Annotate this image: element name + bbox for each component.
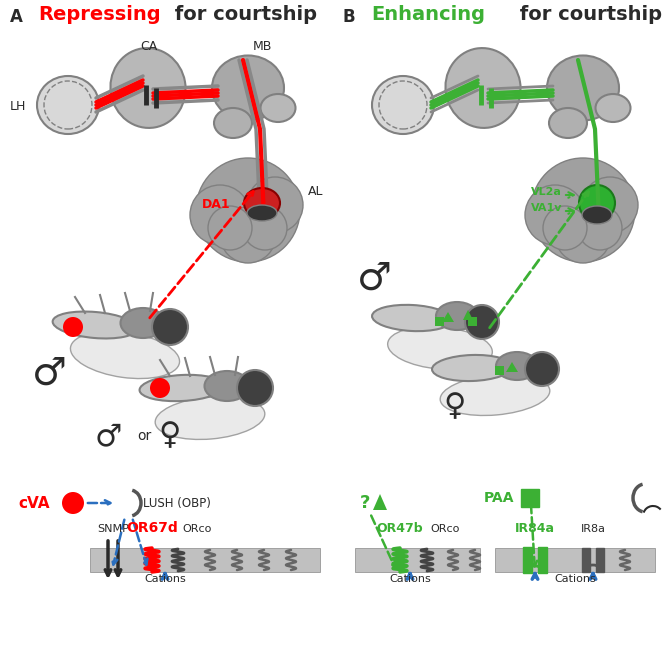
Text: OR47b: OR47b: [377, 522, 423, 535]
Bar: [435, 317, 444, 326]
Bar: [596, 548, 604, 572]
Text: PAA: PAA: [484, 491, 514, 505]
Text: cVA: cVA: [18, 495, 50, 511]
Ellipse shape: [37, 76, 99, 134]
Ellipse shape: [547, 56, 619, 121]
Circle shape: [525, 352, 559, 386]
Text: SNMP: SNMP: [97, 524, 129, 534]
Ellipse shape: [53, 312, 137, 339]
Text: OR67d: OR67d: [126, 521, 178, 535]
Circle shape: [62, 492, 84, 514]
Circle shape: [582, 177, 638, 233]
Ellipse shape: [549, 108, 587, 138]
Circle shape: [578, 206, 622, 250]
Circle shape: [525, 185, 585, 245]
Text: Cations: Cations: [389, 574, 431, 584]
Ellipse shape: [155, 397, 265, 439]
Bar: [582, 548, 590, 572]
Circle shape: [247, 177, 303, 233]
Bar: [468, 317, 477, 326]
Ellipse shape: [212, 56, 284, 121]
Text: DA1: DA1: [202, 198, 230, 211]
Ellipse shape: [204, 371, 249, 401]
Circle shape: [465, 305, 499, 339]
Text: MB: MB: [253, 40, 273, 53]
Text: or: or: [137, 429, 151, 443]
Text: B: B: [343, 8, 356, 26]
Text: Repressing: Repressing: [38, 5, 161, 24]
Text: ?: ?: [360, 494, 371, 512]
Circle shape: [196, 158, 300, 262]
Circle shape: [243, 206, 287, 250]
Circle shape: [555, 207, 611, 263]
Text: ♀: ♀: [158, 421, 180, 450]
Circle shape: [208, 206, 252, 250]
Polygon shape: [506, 362, 518, 372]
Ellipse shape: [596, 94, 630, 122]
Ellipse shape: [496, 352, 538, 380]
Ellipse shape: [582, 206, 612, 224]
Polygon shape: [373, 494, 387, 510]
Ellipse shape: [579, 185, 615, 221]
Bar: [355, 548, 480, 572]
Text: ♂: ♂: [95, 422, 123, 451]
Ellipse shape: [432, 355, 512, 381]
Circle shape: [543, 206, 587, 250]
Circle shape: [150, 378, 170, 398]
Ellipse shape: [247, 205, 277, 221]
Text: ♂: ♂: [357, 260, 392, 298]
Bar: [538, 547, 547, 573]
Ellipse shape: [121, 308, 165, 338]
Text: ♂: ♂: [32, 355, 67, 393]
Text: LUSH (OBP): LUSH (OBP): [143, 496, 211, 509]
Text: for courtship: for courtship: [513, 5, 662, 24]
Polygon shape: [442, 312, 454, 322]
Bar: [521, 489, 539, 507]
Ellipse shape: [111, 48, 186, 128]
Text: ♀: ♀: [443, 392, 466, 421]
Ellipse shape: [244, 188, 280, 218]
Circle shape: [220, 207, 276, 263]
Circle shape: [237, 370, 273, 406]
Ellipse shape: [388, 326, 492, 369]
Circle shape: [63, 317, 83, 337]
Text: ORco: ORco: [430, 524, 460, 534]
Bar: [90, 548, 320, 572]
Text: Cations: Cations: [554, 574, 596, 584]
Ellipse shape: [436, 302, 478, 330]
Bar: [523, 547, 532, 573]
Ellipse shape: [372, 305, 452, 331]
Text: ORco: ORco: [182, 524, 211, 534]
Text: AL: AL: [308, 185, 324, 198]
Circle shape: [531, 158, 635, 262]
Polygon shape: [463, 310, 473, 320]
Text: Cations: Cations: [144, 574, 186, 584]
Text: Enhancing: Enhancing: [371, 5, 485, 24]
Text: IR84a: IR84a: [515, 522, 555, 535]
Text: LH: LH: [9, 100, 26, 113]
Ellipse shape: [440, 374, 550, 415]
Ellipse shape: [446, 48, 521, 128]
Ellipse shape: [214, 108, 252, 138]
Circle shape: [152, 309, 188, 345]
Text: CA: CA: [140, 40, 157, 53]
Text: VL2a: VL2a: [531, 187, 562, 197]
Text: VA1v: VA1v: [531, 203, 562, 213]
Text: for courtship: for courtship: [168, 5, 317, 24]
Ellipse shape: [372, 76, 434, 134]
Circle shape: [190, 185, 250, 245]
Ellipse shape: [70, 332, 180, 378]
Ellipse shape: [261, 94, 295, 122]
Text: A: A: [10, 8, 23, 26]
Text: IR8a: IR8a: [580, 524, 606, 534]
Bar: [495, 366, 504, 375]
Ellipse shape: [139, 375, 224, 401]
Bar: [495, 548, 655, 572]
